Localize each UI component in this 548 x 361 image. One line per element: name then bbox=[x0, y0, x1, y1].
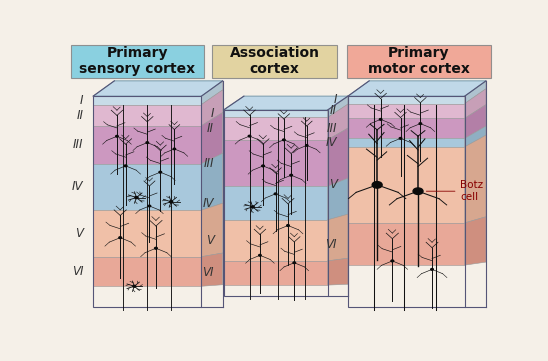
Text: Association
cortex: Association cortex bbox=[230, 46, 319, 77]
Circle shape bbox=[173, 148, 175, 150]
Text: I: I bbox=[333, 93, 337, 106]
Text: V: V bbox=[329, 178, 337, 191]
Bar bbox=[93, 210, 202, 257]
Polygon shape bbox=[93, 81, 222, 96]
Circle shape bbox=[379, 118, 382, 120]
Circle shape bbox=[248, 135, 251, 137]
Bar bbox=[224, 117, 328, 140]
Bar bbox=[212, 45, 338, 78]
Polygon shape bbox=[465, 126, 486, 147]
Bar bbox=[224, 110, 328, 296]
Polygon shape bbox=[465, 135, 486, 223]
Bar bbox=[224, 140, 328, 186]
Text: VI: VI bbox=[326, 238, 337, 251]
Polygon shape bbox=[328, 214, 348, 261]
Text: III: III bbox=[327, 122, 337, 135]
Circle shape bbox=[391, 260, 393, 262]
Polygon shape bbox=[202, 113, 222, 164]
Text: V: V bbox=[76, 227, 83, 240]
Text: II: II bbox=[330, 104, 337, 117]
Text: Primary
sensory cortex: Primary sensory cortex bbox=[79, 46, 196, 77]
Polygon shape bbox=[328, 258, 348, 285]
Text: VI: VI bbox=[202, 266, 214, 279]
Circle shape bbox=[169, 201, 173, 203]
Text: III: III bbox=[73, 138, 83, 151]
Bar bbox=[93, 164, 202, 210]
Polygon shape bbox=[202, 90, 222, 126]
Circle shape bbox=[148, 205, 151, 207]
Polygon shape bbox=[202, 153, 222, 210]
Text: IV: IV bbox=[326, 136, 337, 149]
Bar bbox=[348, 96, 465, 104]
Bar bbox=[348, 138, 465, 147]
Polygon shape bbox=[202, 81, 222, 105]
Polygon shape bbox=[465, 105, 486, 138]
Bar bbox=[224, 110, 328, 117]
Circle shape bbox=[306, 145, 308, 146]
Circle shape bbox=[283, 139, 285, 141]
Polygon shape bbox=[328, 96, 348, 117]
Polygon shape bbox=[328, 104, 348, 140]
Circle shape bbox=[119, 237, 122, 239]
Bar bbox=[348, 96, 465, 308]
Circle shape bbox=[259, 255, 261, 256]
Circle shape bbox=[159, 171, 162, 173]
Polygon shape bbox=[348, 81, 486, 96]
Circle shape bbox=[124, 165, 127, 167]
Circle shape bbox=[413, 188, 423, 195]
Polygon shape bbox=[224, 96, 348, 110]
Bar bbox=[348, 118, 465, 138]
Bar bbox=[93, 105, 202, 126]
Polygon shape bbox=[202, 253, 222, 286]
Polygon shape bbox=[465, 217, 486, 265]
Bar bbox=[93, 126, 202, 164]
Circle shape bbox=[116, 135, 118, 137]
Bar bbox=[71, 45, 204, 78]
Polygon shape bbox=[465, 89, 486, 118]
Circle shape bbox=[274, 193, 277, 195]
Bar bbox=[348, 104, 465, 118]
Polygon shape bbox=[328, 178, 348, 220]
Bar bbox=[93, 257, 202, 286]
Circle shape bbox=[399, 138, 402, 139]
Polygon shape bbox=[202, 203, 222, 257]
Text: Primary
motor cortex: Primary motor cortex bbox=[368, 46, 470, 77]
Polygon shape bbox=[465, 81, 486, 104]
Circle shape bbox=[251, 206, 254, 208]
Circle shape bbox=[372, 182, 382, 188]
Circle shape bbox=[431, 269, 433, 270]
Bar bbox=[93, 96, 202, 105]
Bar bbox=[348, 147, 465, 223]
Bar bbox=[224, 220, 328, 261]
Text: II: II bbox=[207, 122, 214, 135]
Circle shape bbox=[290, 174, 293, 176]
Bar bbox=[348, 223, 465, 265]
Circle shape bbox=[146, 142, 149, 143]
Bar bbox=[347, 45, 491, 78]
Circle shape bbox=[287, 225, 289, 226]
Text: IV: IV bbox=[72, 180, 83, 193]
Text: VI: VI bbox=[72, 265, 83, 278]
Circle shape bbox=[135, 196, 138, 199]
Circle shape bbox=[262, 165, 264, 167]
Circle shape bbox=[155, 247, 157, 249]
Text: I: I bbox=[210, 107, 214, 120]
Bar bbox=[93, 96, 202, 308]
Text: II: II bbox=[76, 109, 83, 122]
Circle shape bbox=[133, 285, 136, 287]
Circle shape bbox=[293, 262, 295, 264]
Text: IV: IV bbox=[202, 197, 214, 210]
Bar bbox=[224, 261, 328, 285]
Text: I: I bbox=[80, 94, 83, 107]
Text: V: V bbox=[206, 234, 214, 247]
Text: Botz
cell: Botz cell bbox=[426, 180, 484, 202]
Text: III: III bbox=[203, 157, 214, 170]
Polygon shape bbox=[328, 128, 348, 186]
Bar bbox=[224, 186, 328, 220]
Circle shape bbox=[419, 123, 421, 125]
